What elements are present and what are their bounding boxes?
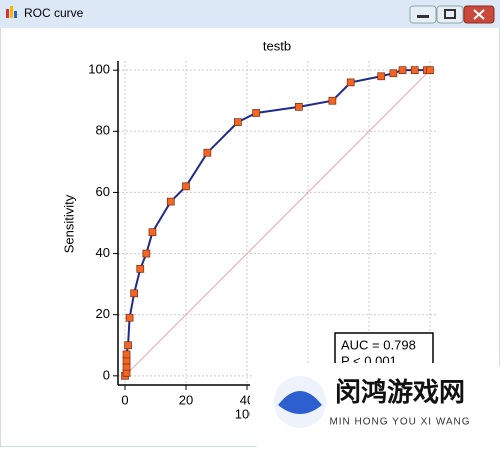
data-point [234, 118, 242, 126]
data-point [142, 249, 151, 258]
data-point [125, 313, 134, 322]
data-point [252, 109, 261, 117]
app-icon [10, 6, 13, 18]
data-point [294, 102, 303, 111]
data-point [346, 78, 355, 87]
x-tick-label: 0 [121, 392, 128, 407]
window-title: ROC curve [24, 6, 84, 20]
data-point [328, 96, 337, 105]
data-point [148, 228, 157, 237]
y-axis-label: Sensitivity [61, 194, 76, 253]
y-tick-label: 100 [88, 62, 110, 77]
chart-title: testb [263, 38, 291, 53]
watermark-name: 闵鸿游戏网 [335, 377, 465, 407]
watermark-logo [278, 391, 322, 414]
minimize-icon [417, 15, 429, 18]
annotation: AUC = 0.798 [341, 337, 416, 352]
data-point [124, 341, 132, 350]
app-icon [14, 11, 17, 18]
data-point [166, 197, 175, 206]
data-point [389, 69, 398, 78]
data-point [426, 66, 434, 75]
maximize-icon [444, 9, 456, 19]
y-tick-label: 60 [96, 184, 110, 199]
data-point [398, 66, 407, 75]
close-icon [473, 9, 485, 20]
data-point [203, 148, 212, 157]
data-point [122, 350, 131, 359]
reference-line [124, 69, 431, 377]
data-point [377, 72, 386, 81]
y-tick-label: 20 [96, 306, 110, 321]
app-icon [6, 9, 9, 18]
watermark-subtitle: MIN HONG YOU XI WANG [329, 417, 470, 428]
maximize-button[interactable] [436, 5, 464, 24]
data-point [182, 182, 190, 191]
data-point [130, 289, 139, 298]
y-tick-label: 40 [96, 245, 110, 260]
y-tick-label: 0 [103, 367, 110, 382]
data-point [410, 66, 419, 75]
watermark: 闵鸿游戏网 MIN HONG YOU XI WANG [250, 363, 500, 452]
minimize-button[interactable] [409, 5, 437, 24]
x-tick-label: 20 [179, 392, 193, 407]
y-tick-label: 80 [96, 123, 110, 138]
data-point [136, 264, 145, 273]
